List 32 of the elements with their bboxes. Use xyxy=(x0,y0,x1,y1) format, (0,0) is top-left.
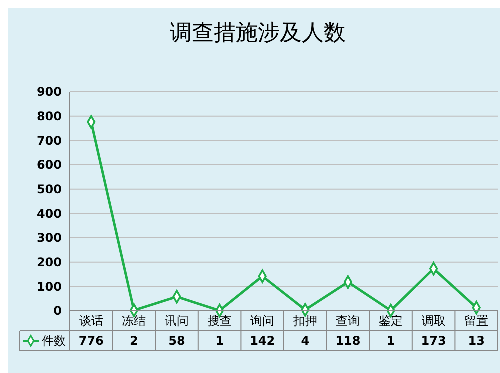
x-tick-label: 讯问 xyxy=(165,314,189,328)
data-label: 13 xyxy=(468,334,485,348)
x-tick-label: 谈话 xyxy=(79,314,104,328)
y-tick-label: 500 xyxy=(36,182,62,197)
x-tick-label: 询问 xyxy=(250,314,275,328)
data-label: 2 xyxy=(130,334,138,348)
legend-label: 件数 xyxy=(42,334,66,348)
x-tick-label: 查询 xyxy=(336,314,360,328)
x-tick-label: 调取 xyxy=(422,314,446,328)
data-label: 173 xyxy=(421,334,446,348)
chart-title: 调查措施涉及人数 xyxy=(170,21,346,46)
x-tick-label: 留置 xyxy=(464,314,489,328)
y-tick-label: 200 xyxy=(36,256,62,270)
x-tick-label: 搜查 xyxy=(208,314,232,328)
data-label: 776 xyxy=(78,334,104,348)
data-label: 118 xyxy=(336,334,361,348)
data-label: 1 xyxy=(216,334,224,348)
y-tick-label: 700 xyxy=(36,134,62,148)
y-tick-label: 800 xyxy=(36,110,62,124)
data-label: 142 xyxy=(250,334,276,348)
y-tick-label: 400 xyxy=(36,206,62,221)
data-label: 4 xyxy=(301,334,310,348)
y-tick-label: 100 xyxy=(36,280,62,294)
y-tick-label: 600 xyxy=(36,158,62,172)
y-tick-label: 900 xyxy=(36,85,62,100)
x-tick-label: 鉴定 xyxy=(379,314,403,328)
data-label: 1 xyxy=(386,334,396,348)
y-tick-label: 300 xyxy=(36,231,62,246)
data-label: 58 xyxy=(168,334,186,348)
x-tick-label: 扣押 xyxy=(292,314,318,328)
x-tick-label: 冻结 xyxy=(122,314,146,328)
y-tick-label: 0 xyxy=(54,304,62,318)
